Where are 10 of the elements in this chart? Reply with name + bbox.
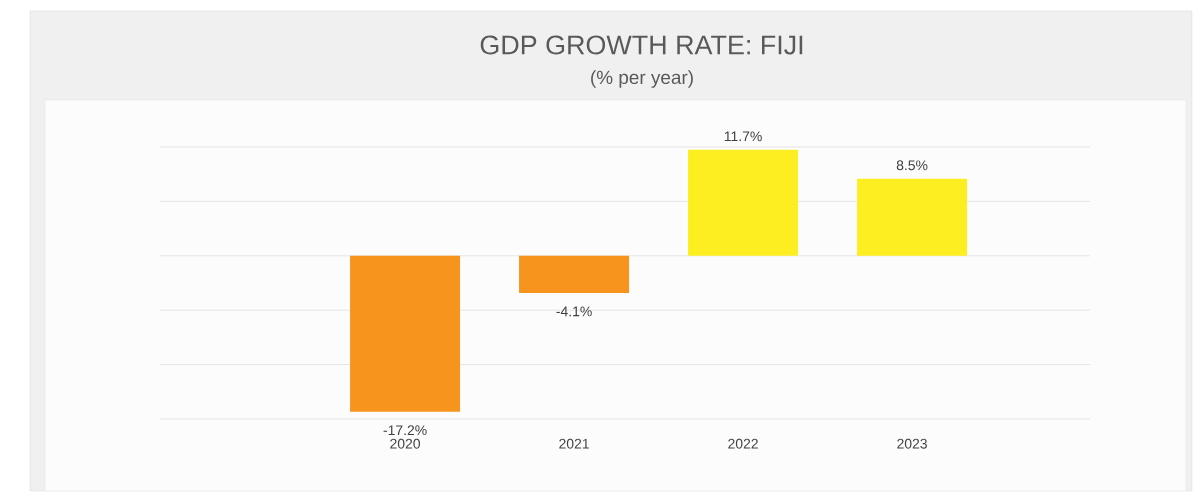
x-tick-label: 2020 xyxy=(390,438,421,449)
x-tick-label: 2023 xyxy=(897,438,927,449)
data-label: -4.1% xyxy=(556,306,592,317)
chart-subtitle: (% per year) xyxy=(591,70,693,88)
data-label: -17.2% xyxy=(383,425,427,436)
data-label: 8.5% xyxy=(896,160,928,171)
chart-title: GDP GROWTH RATE: FIJI xyxy=(480,35,803,55)
x-tick-label: 2022 xyxy=(728,438,758,449)
data-label: 11.7% xyxy=(724,131,762,142)
x-tick-label: 2021 xyxy=(559,438,589,449)
